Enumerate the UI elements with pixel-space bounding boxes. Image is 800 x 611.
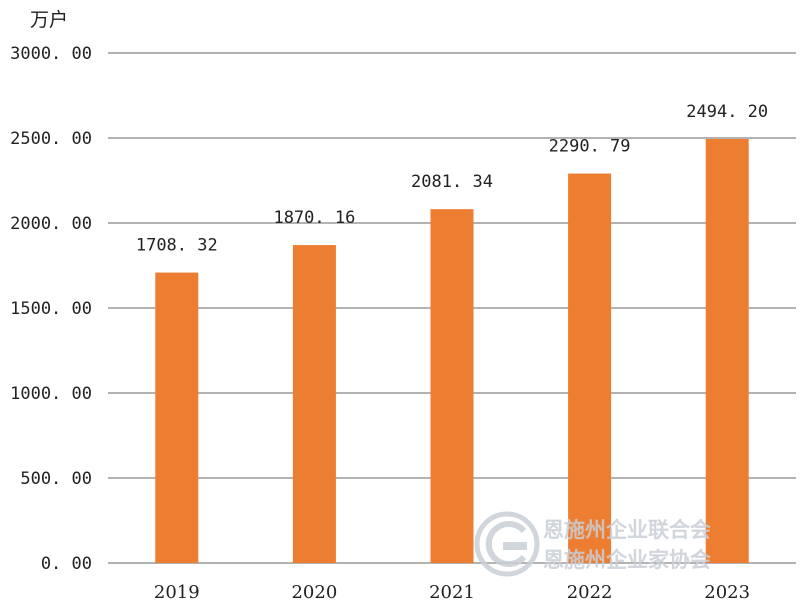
- bar: [292, 245, 336, 563]
- y-axis-unit-label: 万户: [30, 9, 68, 31]
- x-tick-label: 2022: [567, 582, 613, 603]
- watermark-line-1: 恩施州企业联合会: [543, 518, 711, 542]
- bar: [430, 209, 474, 564]
- y-tick-label: 2500. 00: [10, 129, 92, 149]
- y-tick-label: 2000. 00: [10, 214, 92, 234]
- y-tick-label: 0. 00: [41, 554, 92, 574]
- watermark-logo-icon: [474, 511, 540, 577]
- watermark-line-2: 恩施州企业家协会: [543, 548, 711, 572]
- x-tick-label: 2021: [429, 582, 475, 603]
- data-label: 2081. 34: [411, 172, 493, 192]
- data-label: 1870. 16: [273, 208, 355, 228]
- bars: [155, 138, 749, 564]
- data-label: 2494. 20: [686, 102, 768, 122]
- data-label: 2290. 79: [549, 137, 631, 157]
- data-label: 1708. 32: [136, 236, 218, 256]
- bar: [568, 173, 612, 563]
- bar: [705, 138, 749, 563]
- y-tick-label: 1500. 00: [10, 299, 92, 319]
- x-axis-ticks: 2019 2020 2021 2022 2023: [154, 582, 750, 603]
- y-tick-label: 500. 00: [20, 469, 92, 489]
- watermark: 恩施州企业联合会 恩施州企业家协会: [474, 511, 711, 577]
- x-tick-label: 2023: [704, 582, 750, 603]
- y-tick-label: 3000. 00: [10, 44, 92, 64]
- y-axis-ticks: 0. 00 500. 00 1000. 00 1500. 00 2000. 00 2500…: [10, 44, 92, 574]
- x-tick-label: 2020: [291, 582, 337, 603]
- y-tick-label: 1000. 00: [10, 384, 92, 404]
- bar: [155, 272, 199, 563]
- x-tick-label: 2019: [154, 582, 200, 603]
- data-labels: 1708. 32 1870. 16 2081. 34 2290. 79 2494. 20: [136, 102, 768, 256]
